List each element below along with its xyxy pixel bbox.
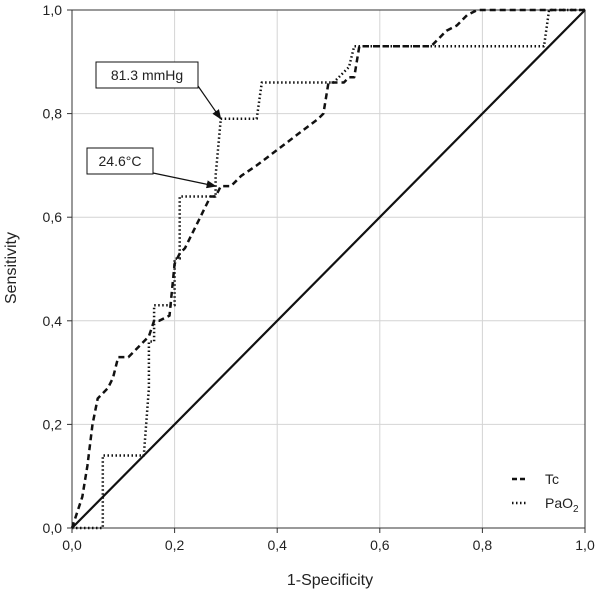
- series-line-reference: [71, 9, 586, 529]
- annotation-arrow: [152, 172, 217, 189]
- x-axis-label: 1-Specificity: [287, 572, 373, 589]
- annotation-box: [86, 147, 154, 175]
- x-tick-label: 0,4: [267, 537, 287, 553]
- x-tick-label: 0,8: [473, 537, 493, 553]
- legend: Tc PaO2: [512, 471, 579, 515]
- annotation-arrow: [197, 85, 222, 120]
- y-axis-ticks: 0,0 0,2 0,4 0,6 0,8 1,0: [43, 2, 72, 536]
- plot-frame: [71, 9, 586, 529]
- y-tick-label: 0,0: [43, 520, 63, 536]
- x-tick-label: 0,6: [370, 537, 390, 553]
- y-axis-label: Sensitivity: [3, 232, 20, 304]
- x-tick-label: 1,0: [575, 537, 595, 553]
- x-tick-label: 0,0: [62, 537, 82, 553]
- y-tick-label: 0,4: [43, 313, 63, 329]
- legend-label-pao2-main: PaO: [545, 495, 573, 511]
- x-tick-label: 0,2: [165, 537, 185, 553]
- y-tick-label: 0,6: [43, 209, 63, 225]
- annotation-label: 81.3 mmHg: [111, 67, 183, 83]
- y-tick-label: 0,2: [43, 416, 63, 432]
- y-tick-label: 1,0: [43, 2, 63, 18]
- x-axis-ticks: 0,0 0,2 0,4 0,6 0,8 1,0: [62, 528, 595, 553]
- annotations: 81.3 mmHg 24.6°C: [86, 61, 222, 189]
- legend-label-pao2-sub: 2: [573, 504, 579, 515]
- annotation-label: 24.6°C: [99, 153, 142, 169]
- legend-label-tc: Tc: [545, 471, 559, 487]
- y-tick-label: 0,8: [43, 106, 63, 122]
- annotation-box: [95, 61, 199, 89]
- legend-label-pao2: PaO2: [545, 495, 579, 515]
- series-line-tc: [70, 8, 585, 529]
